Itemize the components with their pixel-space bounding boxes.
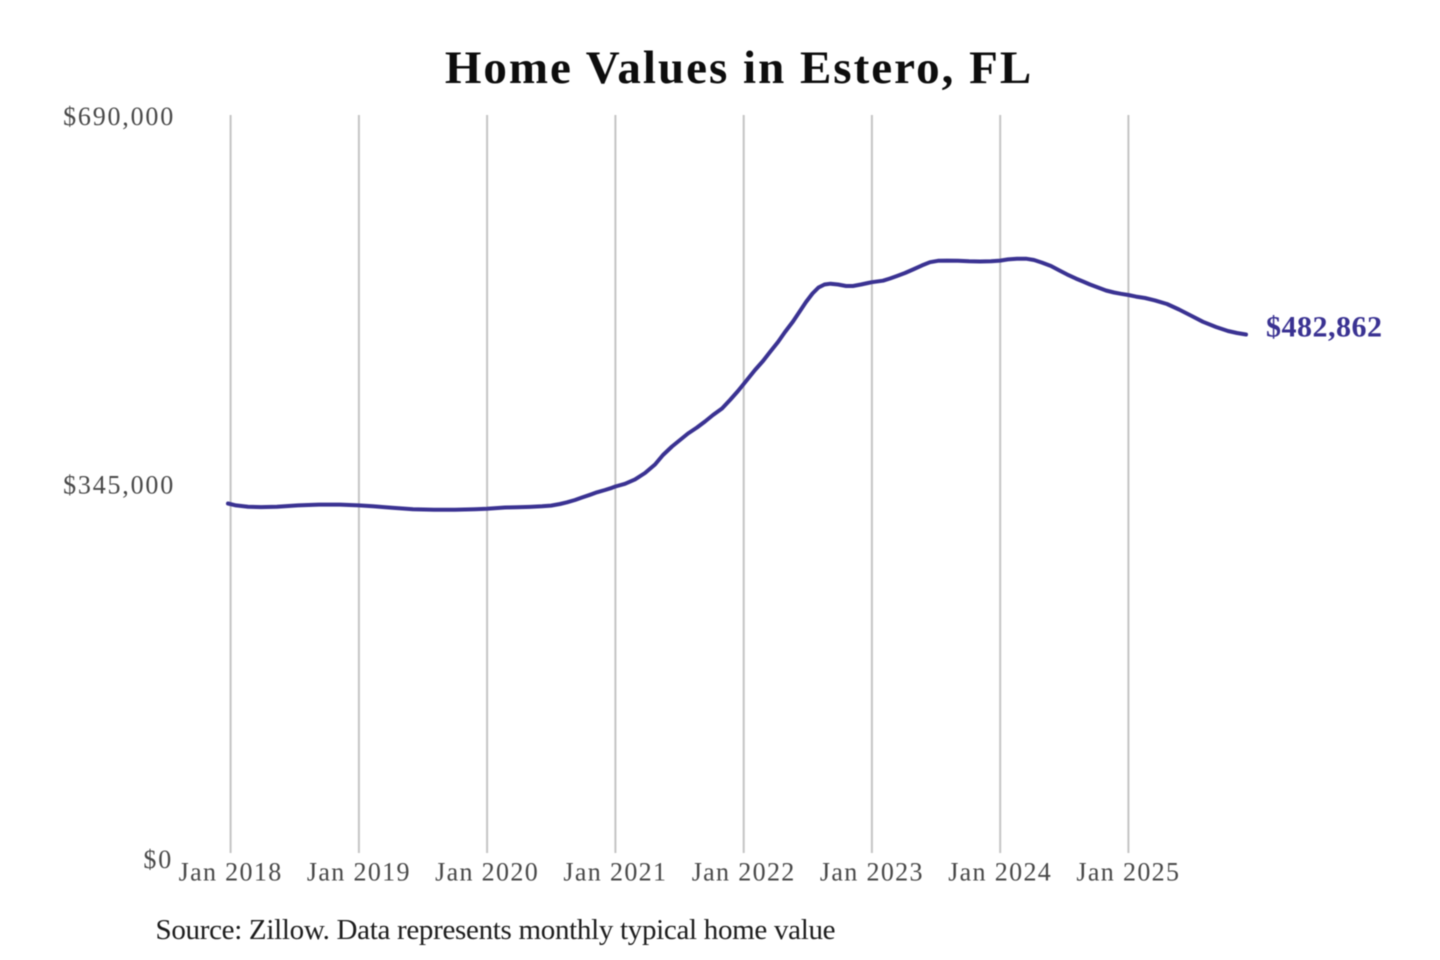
svg-text:$690,000: $690,000 [63,102,175,131]
svg-text:$482,862: $482,862 [1266,311,1383,344]
svg-text:Jan 2024: Jan 2024 [948,857,1052,886]
svg-text:Source: Zillow. Data represent: Source: Zillow. Data represents monthly … [156,914,836,946]
svg-text:Jan 2020: Jan 2020 [435,857,539,886]
svg-text:Jan 2019: Jan 2019 [307,857,411,886]
svg-text:Jan 2022: Jan 2022 [692,857,796,886]
svg-text:Jan 2021: Jan 2021 [563,857,667,886]
svg-text:Jan 2025: Jan 2025 [1076,857,1180,886]
svg-text:$345,000: $345,000 [63,470,175,499]
svg-text:Jan 2023: Jan 2023 [820,857,924,886]
svg-text:Jan 2018: Jan 2018 [179,857,283,886]
svg-text:Home Values in Estero, FL: Home Values in Estero, FL [445,42,1033,94]
svg-text:$0: $0 [143,845,173,874]
